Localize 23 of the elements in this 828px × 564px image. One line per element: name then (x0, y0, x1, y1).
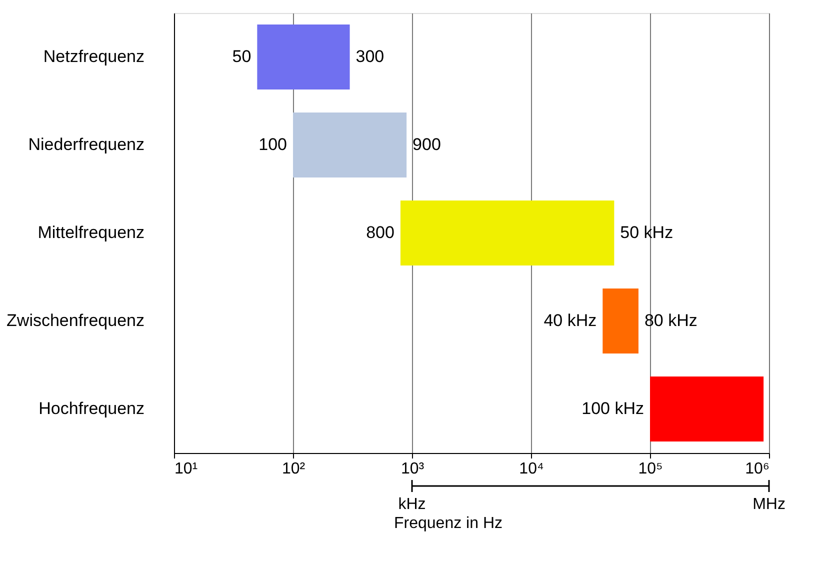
x-tick-label: 10⁴ (519, 460, 544, 478)
annotation: 100 kHz (582, 399, 644, 418)
y-tick-label: Netzfrequenz (43, 47, 144, 66)
y-tick-label: Hochfrequenz (38, 399, 144, 418)
x-axis-title: Frequenz in Hz (394, 515, 502, 532)
annotation: 300 (356, 47, 384, 66)
y-tick-label: Mittelfrequenz (38, 223, 144, 242)
text: MHz (752, 496, 786, 513)
annotation: 40 kHz (544, 311, 597, 330)
x-tick-label: 10³ (400, 460, 425, 478)
annotation: 800 (366, 223, 394, 242)
y-tick-label: Niederfrequenz (28, 135, 144, 154)
annotation: 100 (258, 135, 287, 154)
text: kHz (398, 496, 426, 513)
annotation: 900 (412, 135, 441, 154)
x-tick-label: 10¹ (174, 460, 198, 478)
annotation: 50 kHz (620, 223, 674, 242)
annotation: 80 kHz (644, 311, 698, 330)
annotation: 50 (232, 47, 252, 66)
x-tick-label: 10⁵ (638, 460, 663, 478)
y-tick-label: Zwischenfrequenz (6, 311, 144, 330)
x-tick-label: 10² (282, 460, 306, 478)
x-tick-label: 10⁶ (745, 460, 770, 478)
